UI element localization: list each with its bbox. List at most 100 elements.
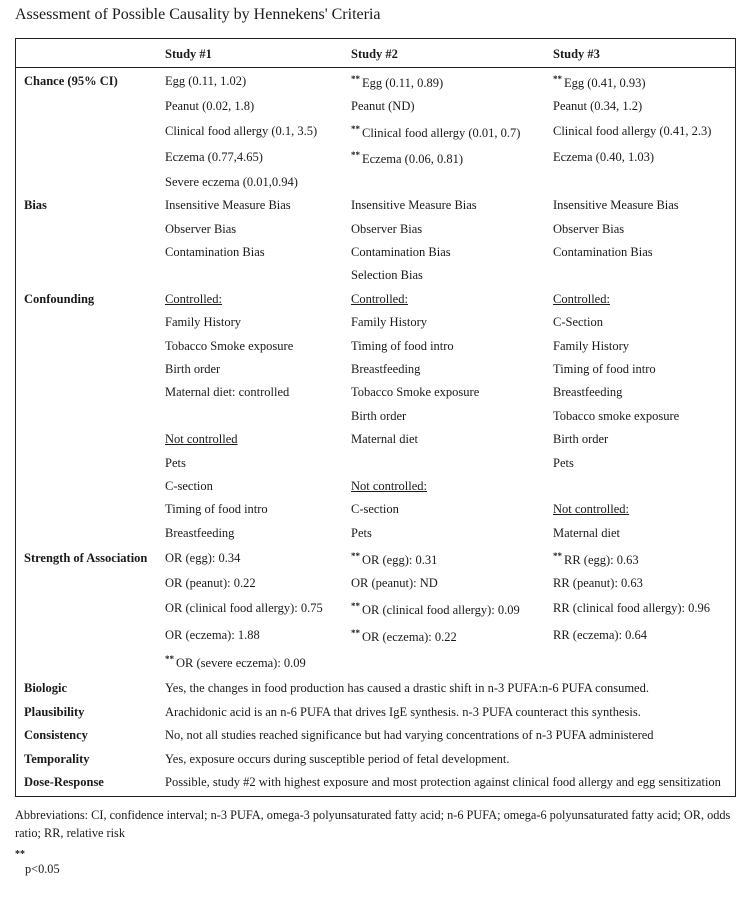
significance-footnote: ** p<0.05 (15, 848, 60, 876)
cell-text: Egg (0.11, 1.02) (165, 74, 247, 88)
table-cell: Birth order (165, 362, 220, 377)
table-row: Strength of Association OR (egg): 0.34 ** O… (16, 547, 735, 574)
table-section: Bias Insensitive Measure Bias Insensitive … (16, 196, 735, 290)
table-cell: Timing of food intro (553, 362, 656, 377)
cell-text: Not controlled (165, 432, 238, 447)
table-cell: ** OR (egg): 0.31 (351, 551, 437, 568)
table-cell: Birth order (351, 409, 406, 424)
significance-marker: ** (553, 74, 562, 84)
table-cell: Pets (351, 526, 372, 541)
table-cell: Peanut (ND) (351, 99, 415, 114)
cell-text: Tobacco Smoke exposure (351, 385, 480, 400)
table-row: Eczema (0.77,4.65) ** Eczema (0.06, 0.81) E… (16, 146, 735, 173)
cell-text: C-section (351, 502, 399, 517)
table-cell: Contamination Bias (351, 245, 451, 260)
cell-text: Family History (165, 315, 242, 330)
criterion-label: Consistency (24, 728, 88, 743)
table-cell: ** Egg (0.41, 0.93) (553, 74, 646, 91)
cell-text: RR (peanut): 0.63 (553, 575, 643, 590)
table-cell: Family History (351, 315, 427, 330)
cell-text: OR (eczema): 0.22 (362, 629, 457, 644)
table-cell: Peanut (0.34, 1.2) (553, 99, 642, 114)
criterion-text: Possible, study #2 with highest exposure… (165, 775, 721, 790)
cell-text: RR (eczema): 0.64 (553, 627, 648, 642)
table-row: Tobacco Smoke exposure Timing of food int… (16, 337, 735, 360)
significance-marker: ** (553, 551, 562, 562)
table-row: OR (peanut): 0.22 OR (peanut): ND RR (pean… (16, 574, 735, 597)
criterion-text: Yes, exposure occurs during susceptible … (165, 751, 510, 766)
cell-text: Timing of food intro (351, 338, 454, 353)
cell-text: OR (severe eczema): 0.09 (176, 656, 306, 671)
cell-text: Peanut (ND) (351, 98, 415, 113)
cell-text: Family History (553, 338, 630, 353)
table-cell: Insensitive Measure Bias (351, 198, 477, 213)
table-cell: Timing of food intro (165, 502, 268, 517)
cell-text: Birth order (351, 408, 407, 423)
table-cell: Tobacco Smoke exposure (351, 385, 479, 400)
table-row: Maternal diet: controlled Tobacco Smoke e… (16, 383, 735, 406)
table-cell: Observer Bias (165, 222, 236, 237)
table-row: Birth order Tobacco smoke exposure (16, 407, 735, 430)
header-study-1: Study #1 (165, 47, 212, 61)
cell-text: Controlled: (553, 291, 610, 306)
cell-text: Maternal diet: controlled (165, 385, 290, 400)
cell-text: Egg (0.41, 0.93) (564, 76, 646, 90)
table-cell: Birth order (553, 432, 608, 447)
criterion-text: Yes, the changes in food production has … (165, 680, 649, 695)
cell-text: Severe eczema (0.01,0.94) (165, 174, 298, 189)
cell-text: Insensitive Measure Bias (553, 198, 679, 213)
table-cell: Observer Bias (553, 222, 624, 237)
table-row: Breastfeeding Pets Maternal diet (16, 524, 735, 547)
cell-text: Clinical food allergy (0.41, 2.3) (553, 123, 712, 138)
table-cell: Tobacco Smoke exposure (165, 339, 293, 354)
cell-text: OR (clinical food allergy): 0.09 (362, 603, 520, 618)
significance-marker: ** (351, 74, 360, 84)
table-cell: Clinical food allergy (0.1, 3.5) (165, 124, 317, 139)
cell-text: Peanut (0.02, 1.8) (165, 98, 255, 113)
cell-text: Breastfeeding (351, 362, 421, 377)
criterion-row: Biologic Yes, the changes in food product… (16, 677, 735, 704)
cell-text: Eczema (0.06, 0.81) (362, 152, 464, 167)
row-label: Confounding (24, 291, 95, 306)
table-cell: Pets (165, 456, 186, 471)
table-cell: RR (peanut): 0.63 (553, 576, 643, 591)
table-cell: ** Clinical food allergy (0.01, 0.7) (351, 124, 520, 141)
cell-text: OR (egg): 0.31 (362, 553, 438, 568)
table-row: OR (clinical food allergy): 0.75 ** OR (cl… (16, 597, 735, 624)
table-section: Chance (95% CI) Egg (0.11, 1.02) ** Egg (0.… (16, 70, 735, 196)
cell-text: OR (peanut): ND (351, 575, 438, 590)
table-cell: Breastfeeding (351, 362, 420, 377)
table-row: ** OR (severe eczema): 0.09 (16, 650, 735, 677)
significance-marker: ** (351, 627, 360, 638)
cell-text: Pets (165, 455, 186, 470)
cell-text: Contamination Bias (553, 245, 653, 260)
table-row: Contamination Bias Contamination Bias Cont… (16, 243, 735, 266)
table-cell: Clinical food allergy (0.41, 2.3) (553, 124, 711, 139)
significance-marker: ** (15, 849, 25, 860)
table-row: Birth order Breastfeeding Timing of food i… (16, 360, 735, 383)
cell-text: RR (clinical food allergy): 0.96 (553, 601, 711, 616)
header-study-3: Study #3 (553, 47, 600, 61)
cell-text: Contamination Bias (351, 245, 451, 260)
table-cell: RR (eczema): 0.64 (553, 628, 647, 643)
significance-marker: ** (351, 551, 360, 562)
criterion-label: Temporality (24, 751, 90, 766)
table-cell: ** OR (severe eczema): 0.09 (165, 654, 306, 671)
table-cell: Maternal diet: controlled (165, 385, 289, 400)
table-cell: Maternal diet (553, 526, 620, 541)
table-cell: OR (egg): 0.34 (165, 551, 240, 566)
table-row: Chance (95% CI) Egg (0.11, 1.02) ** Egg (0.… (16, 70, 735, 97)
table-cell: Pets (553, 456, 574, 471)
criterion-row: Plausibility Arachidonic acid is an n-6 P… (16, 703, 735, 726)
cell-text: C-section (165, 478, 213, 493)
table-cell: Selection Bias (351, 268, 423, 283)
table-cell: Maternal diet (351, 432, 418, 447)
table-row: Pets Pets (16, 454, 735, 477)
table-cell: C-section (165, 479, 213, 494)
cell-text: Peanut (0.34, 1.2) (553, 98, 643, 113)
table-cell: RR (clinical food allergy): 0.96 (553, 601, 710, 616)
significance-note: p<0.05 (25, 862, 60, 876)
abbreviations-footnote: Abbreviations: CI, confidence interval; … (15, 808, 731, 840)
significance-marker: ** (165, 654, 174, 665)
criterion-label: Biologic (24, 680, 68, 695)
